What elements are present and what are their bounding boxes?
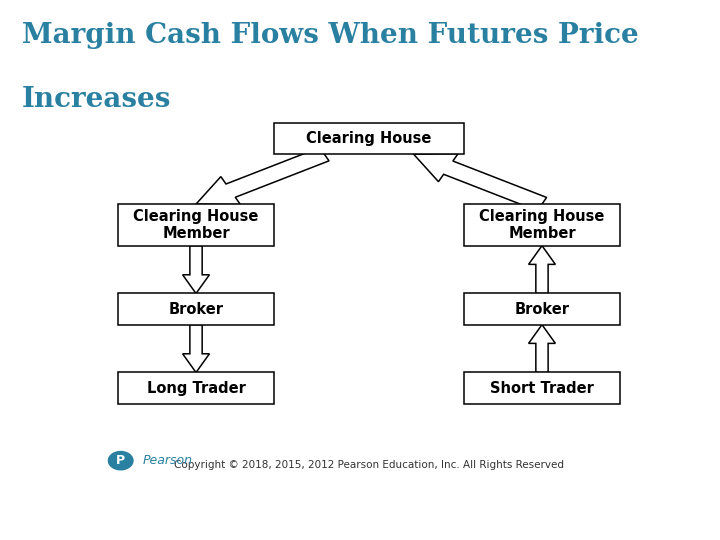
Text: Clearing House
Member: Clearing House Member: [133, 208, 258, 241]
FancyBboxPatch shape: [118, 204, 274, 246]
Text: Short Trader: Short Trader: [490, 381, 594, 396]
FancyBboxPatch shape: [274, 123, 464, 154]
Text: Margin Cash Flows When Futures Price: Margin Cash Flows When Futures Price: [22, 22, 639, 49]
Text: P: P: [116, 454, 125, 467]
Text: Pearson: Pearson: [143, 454, 193, 467]
Polygon shape: [183, 325, 210, 373]
Text: Increases: Increases: [22, 86, 171, 113]
Polygon shape: [196, 147, 329, 205]
FancyBboxPatch shape: [464, 294, 620, 325]
Text: Broker: Broker: [515, 301, 570, 316]
FancyBboxPatch shape: [118, 373, 274, 404]
FancyBboxPatch shape: [118, 294, 274, 325]
Text: Long Trader: Long Trader: [147, 381, 246, 396]
Text: Clearing House
Member: Clearing House Member: [480, 208, 605, 241]
Text: Clearing House: Clearing House: [306, 131, 432, 146]
Circle shape: [109, 451, 133, 470]
Polygon shape: [528, 325, 555, 373]
Text: Copyright © 2018, 2015, 2012 Pearson Education, Inc. All Rights Reserved: Copyright © 2018, 2015, 2012 Pearson Edu…: [174, 460, 564, 470]
Polygon shape: [528, 246, 555, 294]
FancyBboxPatch shape: [464, 373, 620, 404]
Polygon shape: [414, 154, 546, 211]
Polygon shape: [183, 246, 210, 294]
Text: Broker: Broker: [168, 301, 223, 316]
FancyBboxPatch shape: [464, 204, 620, 246]
